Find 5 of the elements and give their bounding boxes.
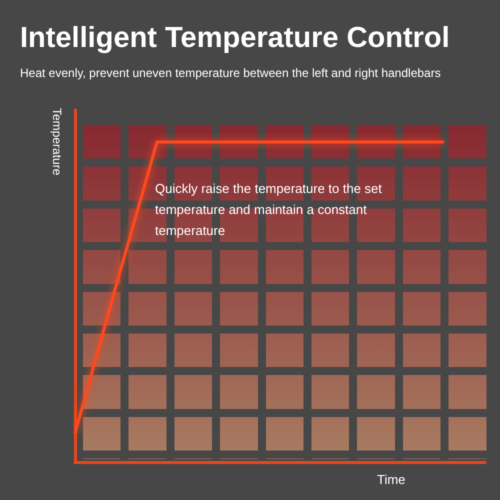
annotation: Quickly raise the temperature to the set temperature and maintain a constant temperature [155, 180, 383, 240]
chart-subtitle: Heat evenly, prevent uneven temperature between the left and right handlebars [20, 66, 441, 80]
chart-title: Intelligent Temperature Control [20, 22, 450, 55]
y-axis-title: Temperature [50, 108, 64, 176]
x-axis-title: Time [377, 472, 406, 487]
